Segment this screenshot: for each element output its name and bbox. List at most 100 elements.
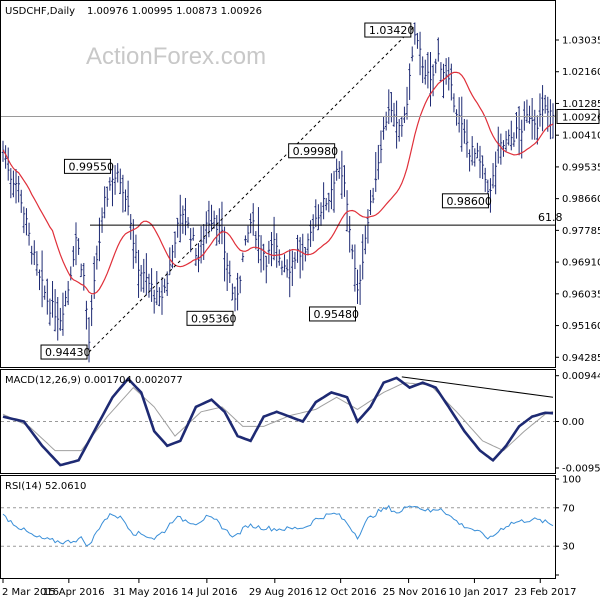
- annotation-box: [364, 22, 412, 38]
- ohlc-bar: [212, 210, 216, 229]
- ohlc-bar: [541, 85, 544, 132]
- price-tick-label: 0.98660: [562, 194, 600, 205]
- ohlc-bar: [390, 92, 393, 123]
- price-annotations: 1.03420 0.99550 0.99980 0.98600 0.95360 0.954…: [40, 22, 492, 360]
- ohlc-bar: [285, 259, 289, 278]
- ohlc-bar: [129, 214, 133, 240]
- ohlc-bar: [447, 57, 451, 91]
- ohlc-bar: [528, 105, 531, 124]
- ohlc-bar: [311, 214, 315, 242]
- x-tick-label: 10 Jan 2017: [448, 587, 508, 598]
- ohlc-bar: [66, 280, 70, 306]
- ohlc-bar: [46, 278, 49, 315]
- ohlc-bar: [257, 207, 260, 264]
- symbol-label: USDCHF,Daily: [5, 6, 75, 17]
- ohlc-bar: [251, 203, 255, 236]
- ohlc-bar: [536, 115, 539, 145]
- annotation-box: [63, 158, 111, 174]
- ohlc-bar: [87, 317, 91, 363]
- ohlc-bar: [262, 243, 265, 271]
- rsi-levels: [1, 507, 555, 547]
- x-tick-label: 2 Mar 2016: [2, 587, 59, 598]
- ohlc-bar: [241, 252, 245, 263]
- ohlc-bar: [4, 145, 7, 169]
- ohlc-bar: [48, 298, 52, 326]
- ohlc-bar: [27, 222, 31, 246]
- x-tick-label: 14 Jul 2016: [181, 587, 238, 598]
- ohlc-bar: [551, 103, 555, 139]
- ohlc-bar: [121, 174, 125, 213]
- ohlc-bar: [473, 148, 477, 167]
- ohlc-bar: [499, 133, 503, 165]
- x-tick-label: 31 May 2016: [113, 587, 178, 598]
- ohlc-bar: [442, 63, 445, 99]
- ohlc-bar: [397, 119, 401, 142]
- ohlc-bar: [32, 240, 36, 266]
- ohlc-bar: [317, 204, 320, 231]
- annotation-label: 0.95480: [314, 308, 360, 321]
- ohlc-bar: [19, 189, 23, 213]
- price-tick-label: 1.02160: [562, 67, 600, 78]
- ohlc-bar: [85, 300, 88, 330]
- ohlc-bar: [108, 177, 112, 191]
- annotation-label: 1.03420: [369, 24, 415, 37]
- ohlc-bar: [61, 292, 65, 336]
- ohlc-bar: [152, 289, 156, 314]
- ohlc-bar: [53, 289, 57, 332]
- price-tick-label: 0.96910: [562, 258, 600, 269]
- ohlc-bar: [17, 175, 20, 203]
- ohlc-bar: [353, 244, 357, 292]
- ohlc-bar: [118, 168, 122, 195]
- ohlc-bar: [538, 93, 542, 127]
- ohlc-bar: [113, 165, 117, 195]
- rsi-title: RSI(14) 52.0610: [5, 481, 86, 492]
- ohlc-bar: [267, 240, 271, 264]
- ohlc-bar: [254, 231, 258, 250]
- ohlc-bar: [306, 233, 310, 256]
- ohlc-bar: [387, 89, 391, 125]
- ohlc-bar: [158, 287, 161, 307]
- ohlc-bar: [361, 234, 365, 280]
- ohlc-bar: [327, 192, 331, 213]
- ohlc-bar: [405, 86, 409, 120]
- ohlc-bar: [147, 273, 151, 298]
- x-tick-label: 15 Apr 2016: [43, 587, 105, 598]
- macd-tick-label: 0.00: [562, 417, 584, 428]
- ohlc-bar: [476, 142, 479, 159]
- price-annotation: 0.99550: [63, 158, 114, 174]
- ohlc-bar: [160, 277, 164, 315]
- ohlc-bar: [38, 269, 41, 291]
- ohlc-bar: [470, 136, 474, 166]
- price-tick-label: 0.97785: [562, 226, 600, 237]
- x-tick-label: 25 Nov 2016: [383, 587, 447, 598]
- ohlc-bar: [298, 237, 302, 279]
- ohlc-bar: [278, 249, 281, 266]
- ohlc-bar: [137, 249, 140, 298]
- ohlc-bar: [25, 208, 28, 236]
- ohlc-bar: [416, 32, 419, 49]
- ohlc-bar: [51, 280, 54, 318]
- ohlc-bar: [142, 258, 146, 293]
- ohlc-bar: [92, 256, 96, 299]
- ohlc-bar: [410, 46, 414, 62]
- ohlc-bar: [272, 216, 276, 261]
- ohlc-bar: [14, 169, 18, 204]
- ohlc-bar: [22, 206, 26, 234]
- ohlc-bar: [126, 180, 130, 216]
- ohlc-bar: [98, 217, 101, 262]
- ohlc-bar: [549, 99, 552, 140]
- ohlc-bar: [199, 226, 203, 264]
- ohlc-bar: [215, 215, 219, 246]
- ohlc-bar: [343, 165, 346, 197]
- ohlc-bar: [77, 238, 80, 255]
- ohlc-bar: [423, 59, 427, 85]
- ohlc-bar: [533, 109, 537, 140]
- ohlc-bar: [116, 163, 119, 183]
- ohlc-bar: [72, 246, 75, 267]
- macd-trendline: [401, 376, 554, 398]
- ohlc-bar: [296, 234, 299, 263]
- ohlc-bar: [12, 170, 15, 198]
- ohlc-bar: [348, 216, 351, 253]
